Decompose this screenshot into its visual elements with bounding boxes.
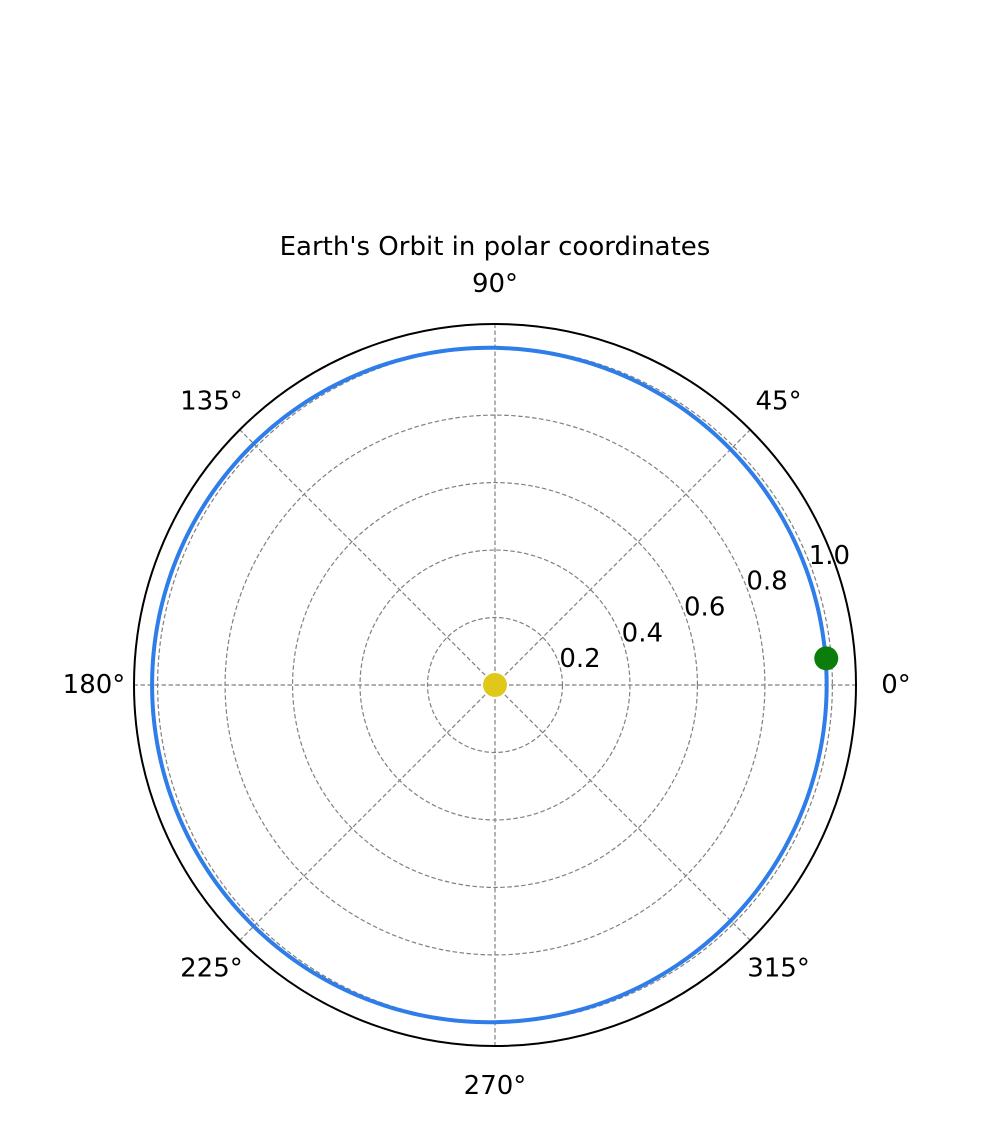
- theta-tick-label-180: 180°: [63, 670, 126, 700]
- center-point-marker: [483, 673, 507, 697]
- theta-grid-line-3: [240, 430, 495, 685]
- r-tick-label-3: 0.8: [746, 567, 787, 597]
- theta-tick-label-90: 90°: [472, 269, 518, 299]
- theta-tick-label-45: 45°: [756, 386, 802, 416]
- theta-tick-label-225: 225°: [180, 954, 243, 984]
- r-tick-label-1: 0.4: [622, 618, 663, 648]
- theta-tick-label-135: 135°: [180, 386, 243, 416]
- theta-grid-line-7: [495, 685, 750, 940]
- r-tick-label-4: 1.0: [809, 541, 850, 571]
- orbit-point-marker: [814, 646, 838, 670]
- theta-tick-label-315: 315°: [747, 954, 810, 984]
- r-tick-label-2: 0.6: [684, 593, 725, 623]
- r-tick-label-0: 0.2: [559, 644, 600, 674]
- chart-title: Earth's Orbit in polar coordinates: [280, 232, 711, 262]
- theta-grid-line-5: [240, 685, 495, 940]
- theta-tick-label-0: 0°: [881, 670, 911, 700]
- theta-tick-label-270: 270°: [464, 1071, 527, 1101]
